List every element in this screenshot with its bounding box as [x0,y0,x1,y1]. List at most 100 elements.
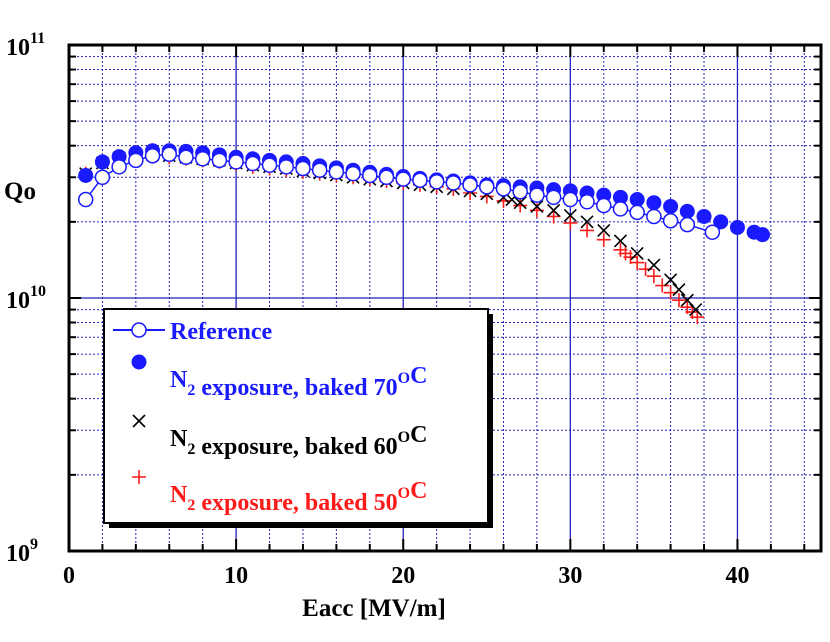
data-point [495,181,512,197]
data-point [663,198,679,214]
data-point [530,199,544,214]
data-point [479,179,495,195]
data-point [77,191,94,208]
data-point [546,209,561,224]
data-point [689,303,703,317]
data-point [512,184,528,200]
legend-label: Reference [170,319,273,345]
data-point [629,204,645,221]
x-tick-label: 30 [558,563,582,589]
legend-marker [132,470,146,484]
data-point [194,151,211,167]
data-point [211,152,228,169]
data-point [596,232,611,247]
legend-entry: N2 exposure, baked 60OC [132,414,427,460]
x-tick-label: 0 [63,563,75,589]
legend-label: N2 exposure, baked 60OC [170,422,427,460]
data-point [630,246,644,261]
legend-entry: Reference [113,319,273,345]
data-point [412,172,428,189]
data-point [597,223,611,237]
x-tick-label: 20 [391,563,415,589]
data-point [579,194,595,210]
data-point [580,215,594,229]
data-point [655,278,670,293]
data-point [729,219,745,235]
data-point [144,147,161,164]
data-point [596,197,612,214]
data-point [378,169,395,186]
y-tick-label: 1011 [6,30,45,61]
data-point [395,171,411,187]
data-point [679,203,695,219]
data-point [704,224,721,240]
data-point [662,212,679,229]
series-layer [77,143,771,325]
data-point [672,282,686,297]
data-point [679,216,696,233]
x-tick-label: 10 [224,563,248,589]
y-tick-labels: 109 1010 1011 [6,30,46,567]
legend-label: N2 exposure, baked 70OC [170,363,427,401]
data-point [228,154,244,170]
axis-ticks [68,44,821,552]
data-point [529,187,545,203]
data-point [328,164,345,180]
data-point [563,215,578,230]
x-tick-labels: 0 10 20 30 40 [63,563,749,589]
data-point [612,201,629,217]
data-point [690,310,705,325]
x-tick-label: 40 [725,563,749,589]
data-point [278,159,294,175]
data-point [647,258,661,272]
data-point [562,191,579,208]
data-point [462,177,478,193]
data-point [513,196,527,210]
legend-entry: N2 exposure, baked 50OC [132,470,427,516]
data-point [755,227,771,243]
data-point [245,155,261,172]
data-point [94,169,111,186]
data-point [513,198,528,213]
legend-label: N2 exposure, baked 50OC [170,478,427,516]
data-point [311,162,328,178]
legend-marker [132,414,146,428]
data-point [445,175,462,191]
data-point [646,269,661,284]
data-point [696,208,712,224]
y-tick-label: 1010 [6,283,46,314]
data-point [613,234,628,248]
data-point [362,167,378,184]
data-point [345,165,361,182]
data-point [671,293,686,308]
x-axis-title: Eacc [MV/m] [302,595,446,622]
data-point [646,195,662,211]
y-tick-label: 109 [6,536,38,567]
data-point [547,203,561,217]
data-point [178,149,194,166]
legend-marker [131,322,147,338]
data-point [629,192,645,208]
data-point [664,273,678,287]
data-point [563,208,577,223]
data-point [630,255,645,270]
y-axis-title: Qo [4,178,36,205]
legend-entry: N2 exposure, baked 70OC [131,354,427,401]
data-point [261,157,278,173]
data-point [428,174,445,190]
data-point [78,167,94,183]
data-point [128,152,144,169]
data-point [94,154,110,170]
data-point [580,223,595,238]
data-point [295,160,311,177]
data-point [111,159,127,175]
series-1 [77,146,721,240]
legend-marker [131,354,147,370]
legend: Reference N2 exposure, baked 70OC N2 expos… [103,308,493,528]
data-point [646,208,662,225]
data-point [545,189,562,206]
data-point [161,146,178,162]
data-point [713,214,729,230]
legend-box [103,308,489,524]
